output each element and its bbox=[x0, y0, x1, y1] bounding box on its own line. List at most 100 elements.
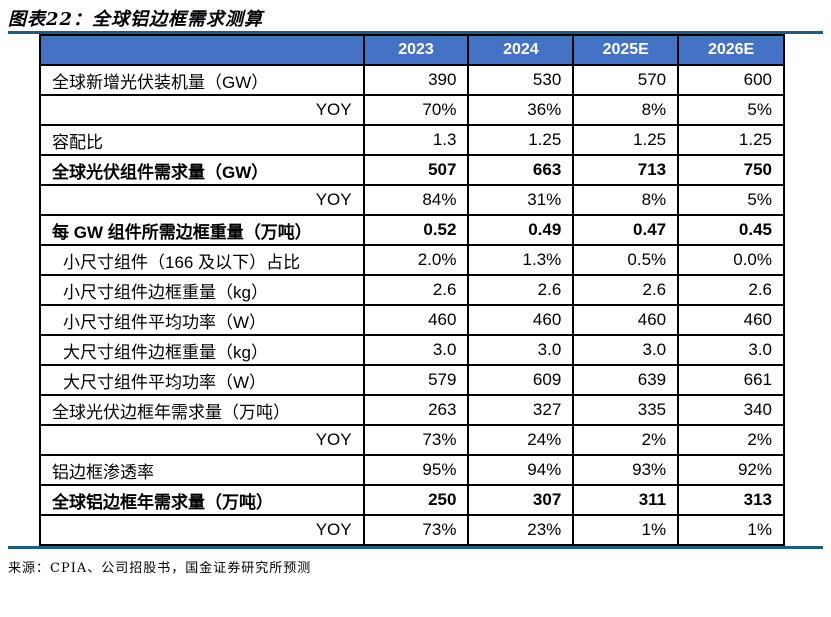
bottom-rule bbox=[8, 546, 823, 549]
value-cell: 93% bbox=[572, 454, 680, 486]
value-cell: 661 bbox=[677, 364, 785, 396]
table-row: 每 GW 组件所需边框重量（万吨） 0.52 0.49 0.47 0.45 bbox=[39, 214, 785, 246]
value-cell: 460 bbox=[362, 304, 470, 336]
value-cell: 5% bbox=[677, 184, 785, 216]
value-cell: 263 bbox=[362, 394, 470, 426]
aluminum-frame-demand-table: 2023 2024 2025E 2026E 全球新增光伏装机量（GW） 390 530 57… bbox=[39, 34, 785, 546]
value-cell: 460 bbox=[677, 304, 785, 336]
value-cell: 340 bbox=[677, 394, 785, 426]
row-label: YOY bbox=[39, 424, 365, 456]
table-row: 小尺寸组件平均功率（W） 460 460 460 460 bbox=[39, 304, 785, 336]
table-row: YOY 70% 36% 8% 5% bbox=[39, 94, 785, 126]
row-label: YOY bbox=[39, 184, 365, 216]
row-label: 全球新增光伏装机量（GW） bbox=[39, 64, 365, 96]
value-cell: 327 bbox=[467, 394, 575, 426]
value-cell: 95% bbox=[362, 454, 470, 486]
table-row: 容配比 1.3 1.25 1.25 1.25 bbox=[39, 124, 785, 156]
header-year-cell: 2024 bbox=[467, 34, 575, 66]
row-label: 全球铝边框年需求量（万吨） bbox=[39, 484, 365, 516]
value-cell: 8% bbox=[572, 184, 680, 216]
table-row: YOY 73% 24% 2% 2% bbox=[39, 424, 785, 456]
value-cell: 1.3% bbox=[467, 244, 575, 276]
value-cell: 2.6 bbox=[572, 274, 680, 306]
value-cell: 1% bbox=[572, 514, 680, 546]
value-cell: 73% bbox=[362, 514, 470, 546]
value-cell: 530 bbox=[467, 64, 575, 96]
value-cell: 579 bbox=[362, 364, 470, 396]
value-cell: 24% bbox=[467, 424, 575, 456]
value-cell: 390 bbox=[362, 64, 470, 96]
table-row: 全球光伏组件需求量（GW） 507 663 713 750 bbox=[39, 154, 785, 186]
row-label: 大尺寸组件平均功率（W） bbox=[39, 364, 365, 396]
value-cell: 0.49 bbox=[467, 214, 575, 246]
value-cell: 70% bbox=[362, 94, 470, 126]
value-cell: 600 bbox=[677, 64, 785, 96]
value-cell: 750 bbox=[677, 154, 785, 186]
value-cell: 2.6 bbox=[677, 274, 785, 306]
value-cell: 609 bbox=[467, 364, 575, 396]
value-cell: 36% bbox=[467, 94, 575, 126]
value-cell: 92% bbox=[677, 454, 785, 486]
value-cell: 1.25 bbox=[572, 124, 680, 156]
value-cell: 2% bbox=[572, 424, 680, 456]
value-cell: 639 bbox=[572, 364, 680, 396]
row-label: 小尺寸组件（166 及以下）占比 bbox=[39, 244, 365, 276]
table-body: 全球新增光伏装机量（GW） 390 530 570 600 YOY 70% 36% 8% 5% 容配… bbox=[39, 64, 785, 546]
header-label-cell bbox=[39, 34, 365, 66]
row-label: 铝边框渗透率 bbox=[39, 454, 365, 486]
table-row: 小尺寸组件边框重量（kg） 2.6 2.6 2.6 2.6 bbox=[39, 274, 785, 306]
value-cell: 0.47 bbox=[572, 214, 680, 246]
row-label: YOY bbox=[39, 514, 365, 546]
row-label: YOY bbox=[39, 94, 365, 126]
table-row: YOY 73% 23% 1% 1% bbox=[39, 514, 785, 546]
value-cell: 3.0 bbox=[362, 334, 470, 366]
figure-title: 图表22：全球铝边框需求测算 bbox=[8, 9, 264, 30]
value-cell: 2.6 bbox=[467, 274, 575, 306]
header-year-cell: 2023 bbox=[362, 34, 470, 66]
value-cell: 570 bbox=[572, 64, 680, 96]
row-label: 小尺寸组件边框重量（kg） bbox=[39, 274, 365, 306]
table-row: 全球光伏边框年需求量（万吨） 263 327 335 340 bbox=[39, 394, 785, 426]
value-cell: 1.3 bbox=[362, 124, 470, 156]
value-cell: 2.6 bbox=[362, 274, 470, 306]
value-cell: 0.0% bbox=[677, 244, 785, 276]
table-row: YOY 84% 31% 8% 5% bbox=[39, 184, 785, 216]
table-row: 全球铝边框年需求量（万吨） 250 307 311 313 bbox=[39, 484, 785, 516]
value-cell: 507 bbox=[362, 154, 470, 186]
value-cell: 311 bbox=[572, 484, 680, 516]
value-cell: 0.52 bbox=[362, 214, 470, 246]
top-rule bbox=[8, 31, 823, 34]
row-label: 容配比 bbox=[39, 124, 365, 156]
source-note: 来源：CPIA、公司招股书，国金证券研究所预测 bbox=[8, 561, 312, 576]
table-row: 铝边框渗透率 95% 94% 93% 92% bbox=[39, 454, 785, 486]
table-row: 大尺寸组件平均功率（W） 579 609 639 661 bbox=[39, 364, 785, 396]
value-cell: 23% bbox=[467, 514, 575, 546]
row-label: 小尺寸组件平均功率（W） bbox=[39, 304, 365, 336]
table-header-row: 2023 2024 2025E 2026E bbox=[39, 34, 785, 66]
header-year-cell: 2025E bbox=[572, 34, 680, 66]
value-cell: 5% bbox=[677, 94, 785, 126]
value-cell: 335 bbox=[572, 394, 680, 426]
value-cell: 2% bbox=[677, 424, 785, 456]
row-label: 全球光伏组件需求量（GW） bbox=[39, 154, 365, 186]
value-cell: 3.0 bbox=[572, 334, 680, 366]
value-cell: 3.0 bbox=[677, 334, 785, 366]
value-cell: 1% bbox=[677, 514, 785, 546]
value-cell: 2.0% bbox=[362, 244, 470, 276]
value-cell: 250 bbox=[362, 484, 470, 516]
value-cell: 94% bbox=[467, 454, 575, 486]
row-label: 每 GW 组件所需边框重量（万吨） bbox=[39, 214, 365, 246]
table-row: 全球新增光伏装机量（GW） 390 530 570 600 bbox=[39, 64, 785, 96]
value-cell: 460 bbox=[572, 304, 680, 336]
value-cell: 8% bbox=[572, 94, 680, 126]
value-cell: 460 bbox=[467, 304, 575, 336]
row-label: 全球光伏边框年需求量（万吨） bbox=[39, 394, 365, 426]
value-cell: 307 bbox=[467, 484, 575, 516]
header-year-cell: 2026E bbox=[677, 34, 785, 66]
value-cell: 1.25 bbox=[467, 124, 575, 156]
value-cell: 31% bbox=[467, 184, 575, 216]
table-row: 大尺寸组件边框重量（kg） 3.0 3.0 3.0 3.0 bbox=[39, 334, 785, 366]
value-cell: 0.5% bbox=[572, 244, 680, 276]
value-cell: 663 bbox=[467, 154, 575, 186]
value-cell: 1.25 bbox=[677, 124, 785, 156]
